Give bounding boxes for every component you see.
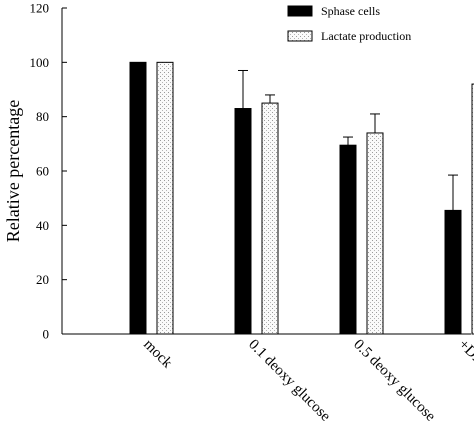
bar-lactate-production-1: [261, 102, 279, 335]
bar-sphase-cells-3: [444, 209, 462, 335]
bar-sphase-cells-2: [339, 144, 357, 335]
legend: Sphase cells Lactate production: [287, 4, 411, 43]
y-ticks: 0 20 40 60 80 100 120: [30, 1, 67, 342]
category-labels: mock 0.1 deoxy glucose 0.5 deoxy glucose +D…: [140, 337, 474, 425]
bar-sphase-cells-0: [129, 61, 147, 335]
legend-label-sphase: Sphase cells: [321, 4, 380, 18]
category-label: mock: [140, 337, 175, 372]
y-tick-label: 60: [36, 164, 49, 179]
category-label: 0.1 deoxy glucose: [245, 337, 333, 425]
category-label: +DMA: [455, 337, 474, 379]
legend-swatch-lactate: [287, 30, 313, 42]
y-tick-label: 40: [36, 218, 49, 233]
bar-lactate-production-3: [471, 83, 474, 335]
y-axis-label: Relative percentage: [3, 100, 23, 242]
y-tick-label: 100: [30, 55, 50, 70]
bar-lactate-production-0: [156, 61, 174, 335]
error-bars: [238, 69, 458, 211]
bar-lactate-production-2: [366, 132, 384, 335]
y-tick-label: 80: [36, 109, 49, 124]
bars: [129, 61, 474, 335]
y-tick-label: 120: [30, 1, 50, 16]
category-label: 0.5 deoxy glucose: [350, 337, 438, 425]
legend-swatch-sphase: [287, 5, 313, 17]
legend-label-lactate: Lactate production: [321, 29, 411, 43]
y-tick-label: 0: [43, 327, 50, 342]
bar-sphase-cells-1: [234, 108, 252, 335]
y-tick-label: 20: [36, 272, 49, 287]
